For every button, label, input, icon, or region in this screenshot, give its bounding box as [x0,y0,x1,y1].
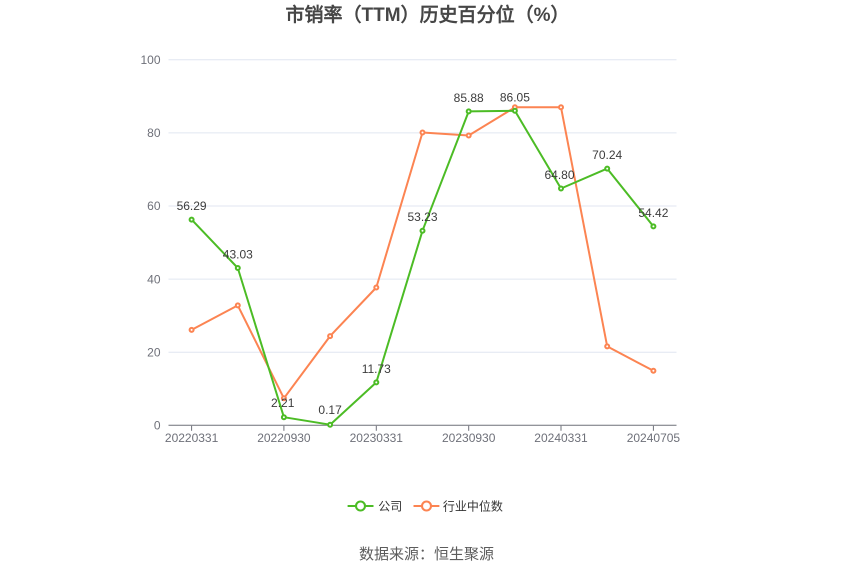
svg-text:数据来源：恒生聚源: 数据来源：恒生聚源 [359,546,494,563]
svg-text:70.24: 70.24 [592,148,622,162]
svg-text:60: 60 [147,199,161,213]
svg-text:20230930: 20230930 [442,431,496,445]
svg-text:100: 100 [140,53,160,67]
svg-text:市销率（TTM）历史百分位（%）: 市销率（TTM）历史百分位（%） [286,3,570,26]
svg-text:43.03: 43.03 [223,248,253,262]
svg-text:85.88: 85.88 [454,91,484,105]
svg-text:20220930: 20220930 [257,431,311,445]
svg-text:80: 80 [147,126,161,140]
svg-text:64.80: 64.80 [544,168,574,182]
svg-text:公司: 公司 [378,499,402,513]
svg-text:54.42: 54.42 [638,206,668,220]
svg-text:行业中位数: 行业中位数 [443,498,503,513]
svg-text:20220331: 20220331 [165,431,219,445]
svg-text:86.05: 86.05 [500,90,530,104]
svg-text:40: 40 [147,272,161,286]
svg-text:20240331: 20240331 [534,431,588,445]
svg-text:56.29: 56.29 [177,199,207,213]
svg-text:0.17: 0.17 [318,403,342,417]
svg-text:20230331: 20230331 [350,431,404,445]
svg-text:20: 20 [147,345,161,359]
svg-text:2.21: 2.21 [271,396,295,410]
svg-text:20240705: 20240705 [627,431,681,445]
svg-text:0: 0 [154,419,161,433]
svg-text:11.73: 11.73 [362,362,391,376]
svg-text:53.23: 53.23 [407,210,437,224]
